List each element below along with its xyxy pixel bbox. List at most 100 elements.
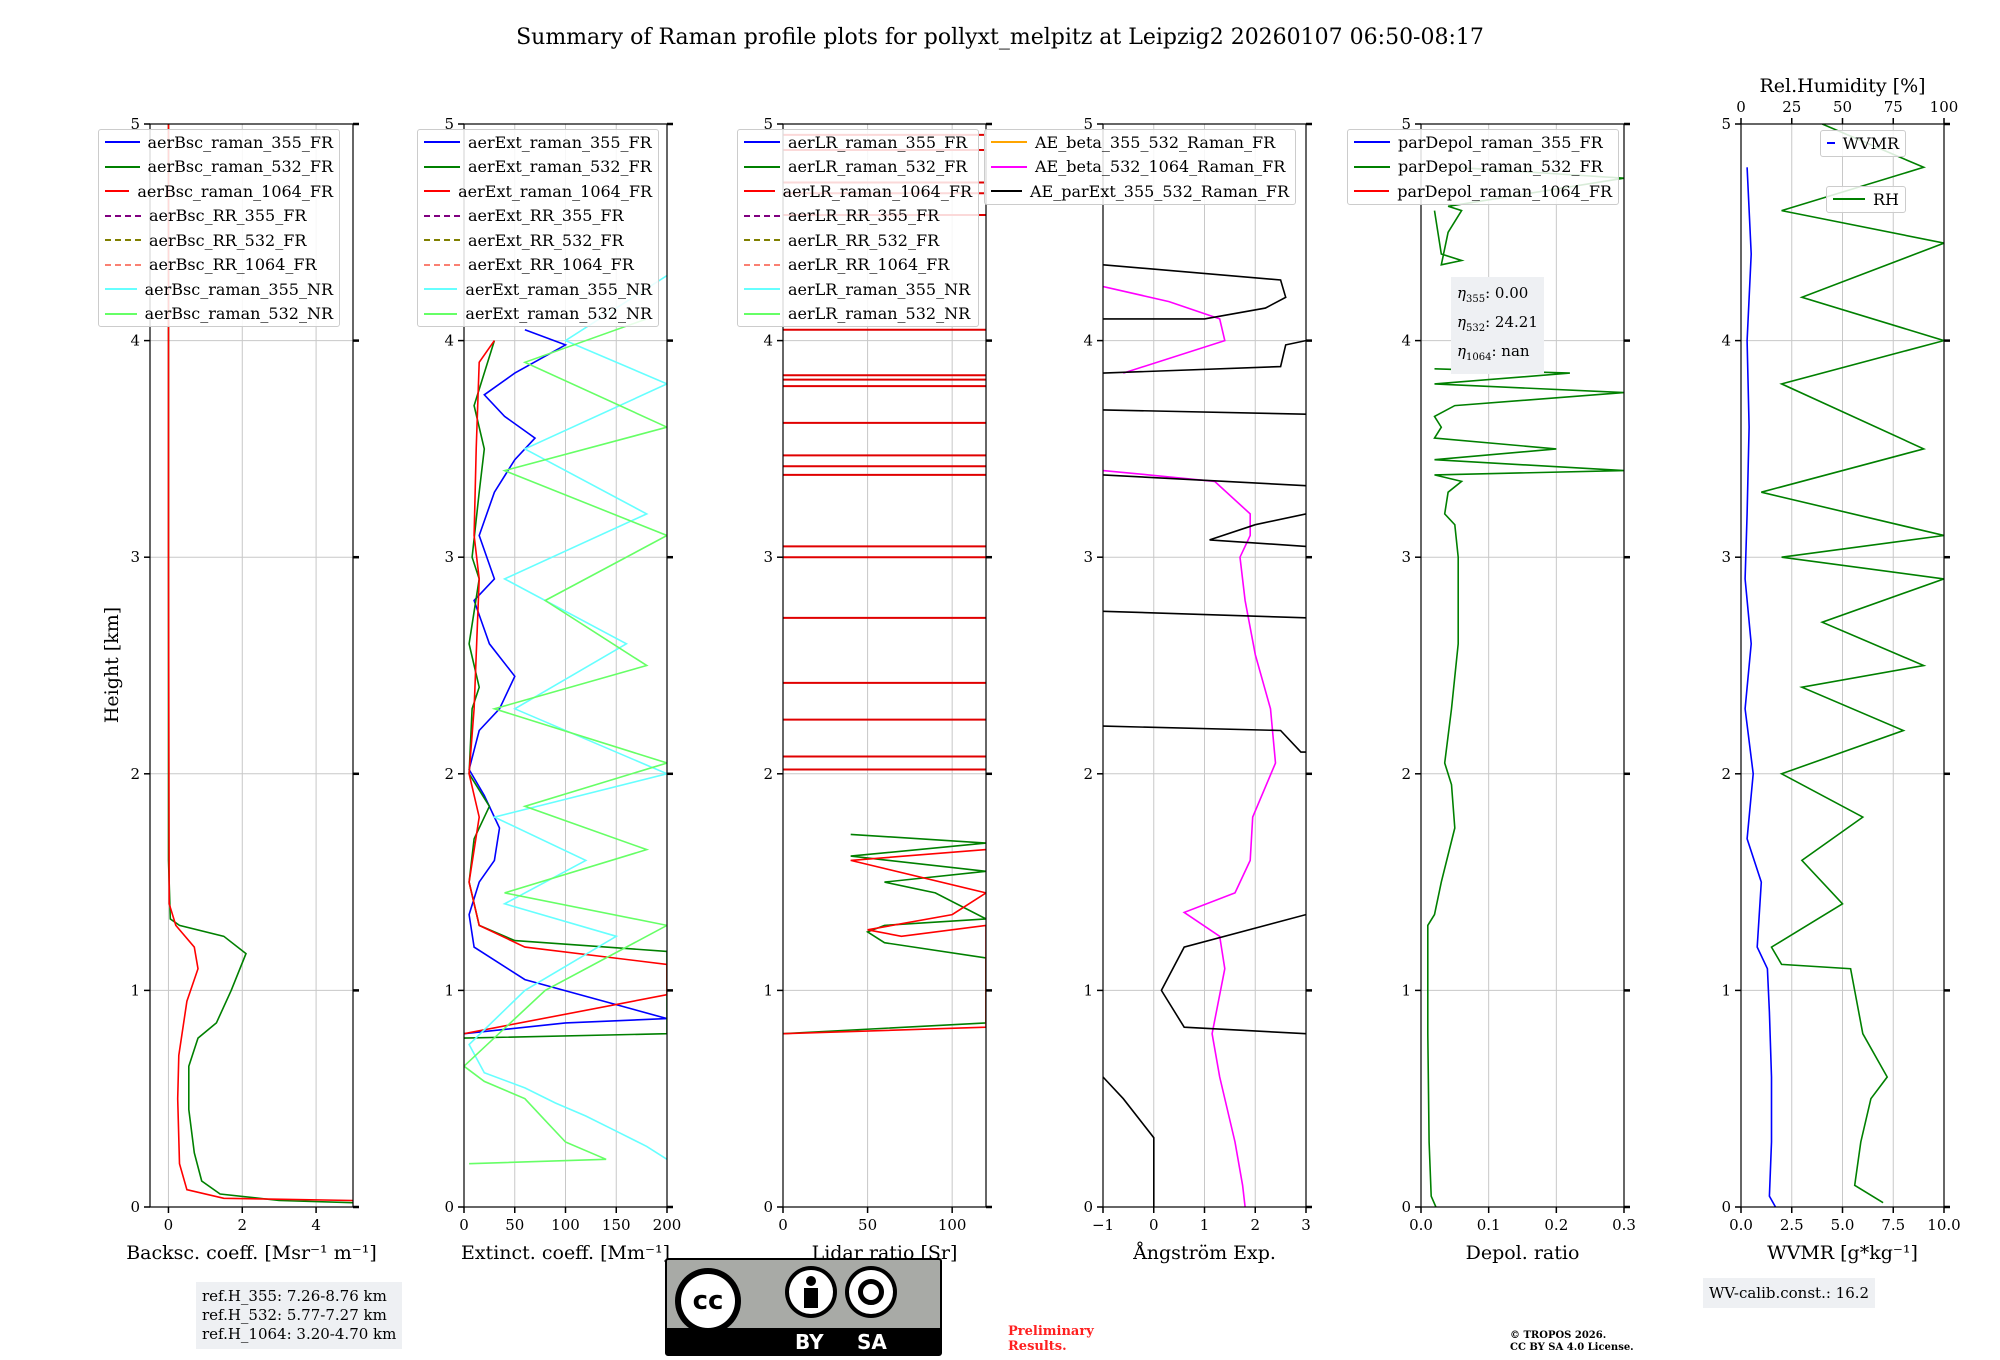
x-tick-label: 200 (653, 1216, 682, 1234)
y-tick-label: 4 (1401, 332, 1411, 350)
legend-label: aerExt_raman_532_FR (468, 157, 652, 177)
legend-swatch (424, 263, 460, 266)
x-tick-label: 0.0 (1729, 1216, 1753, 1234)
legend-swatch (744, 263, 780, 266)
series-aerext-raman-532-fr (464, 340, 667, 1039)
series-aerbsc-raman-1064-fr (167, 124, 353, 1202)
x-tick-label: 2 (1250, 1216, 1260, 1234)
legend-label: aerLR_RR_355_FR (788, 206, 940, 226)
legend-entry: aerBsc_raman_532_FR (99, 155, 339, 180)
y-tick-label: 0 (1721, 1198, 1731, 1216)
legend-entry: aerExt_RR_532_FR (418, 228, 658, 253)
legend-entry: aerExt_raman_355_FR (418, 130, 658, 155)
legend-swatch (424, 190, 451, 193)
series-wvmr (1744, 167, 1777, 1207)
x-tick-label: 150 (602, 1216, 631, 1234)
legend-swatch (424, 214, 460, 217)
legend-swatch (744, 141, 780, 144)
legend-entry: parDepol_raman_532_FR (1348, 155, 1618, 180)
legend-label: AE_parExt_355_532_Raman_FR (1030, 181, 1289, 201)
y-tick-label: 0 (763, 1198, 773, 1216)
legend-swatch (105, 141, 140, 144)
y-tick-label: 0 (444, 1198, 454, 1216)
x-tick-label: 2.5 (1780, 1216, 1804, 1234)
legend-swatch (105, 239, 141, 242)
legend-lr: aerLR_raman_355_FR aerLR_raman_532_FR aerL… (737, 129, 979, 327)
legend-swatch (1354, 141, 1390, 144)
legend-entry: aerLR_RR_355_FR (738, 204, 978, 229)
legend-swatch (105, 312, 137, 315)
cc-sa-text: SA (857, 1330, 887, 1354)
x2-tick-label: 100 (1930, 98, 1959, 116)
legend-label: AE_beta_532_1064_Raman_FR (1035, 157, 1286, 177)
x-axis-label-depol: Depol. ratio (1466, 1242, 1580, 1264)
y-tick-label: 0 (1401, 1198, 1411, 1216)
x-tick-label: 7.5 (1881, 1216, 1905, 1234)
legend-entry: aerExt_raman_532_NR (418, 302, 658, 327)
legend-label: aerBsc_RR_532_FR (149, 230, 307, 250)
panel-frame (463, 123, 668, 1208)
legend-label: aerLR_raman_355_FR (788, 132, 968, 152)
cc-badge-strip: BY SA (667, 1328, 940, 1354)
legend-label: aerBsc_RR_1064_FR (149, 255, 317, 275)
y-tick-label: 4 (130, 332, 140, 350)
legend-label: aerExt_raman_355_FR (468, 132, 652, 152)
x-tick-label: 3 (1301, 1216, 1311, 1234)
y-tick-label: 5 (1401, 115, 1411, 133)
panel-depol: 0 1 2 3 4 5 0.0 0.1 0.2 0.3 Depol. ratio (1401, 115, 1635, 1264)
eta-532: η532: 24.21 (1457, 313, 1538, 334)
y-tick-label: 5 (444, 115, 454, 133)
y-tick-label: 2 (1083, 765, 1093, 783)
x-tick-label: 0 (778, 1216, 788, 1234)
series-ae-parext-355-532-raman-fr-4 (1103, 610, 1306, 619)
legend-label: parDepol_raman_1064_FR (1397, 181, 1612, 201)
legend-wvmr: WVMR (1820, 130, 1906, 157)
x-axis-label-angstrom: Ångström Exp. (1132, 1242, 1276, 1264)
y-tick-label: 1 (130, 981, 140, 999)
legend-entry: AE_beta_355_532_Raman_FR (985, 130, 1295, 155)
legend-swatch (744, 214, 780, 217)
legend-swatch (424, 165, 460, 168)
legend-swatch (105, 263, 141, 266)
legend-swatch (1827, 142, 1835, 145)
y-tick-label: 3 (1083, 548, 1093, 566)
legend-entry: aerLR_raman_532_FR (738, 155, 978, 180)
x-tick-label: 100 (938, 1216, 967, 1234)
legend-label: aerLR_raman_1064_FR (782, 181, 972, 201)
legend-entry: aerBsc_raman_355_NR (99, 277, 339, 302)
panel-frame (782, 123, 987, 1208)
legend-label: aerBsc_raman_355_NR (144, 279, 333, 299)
legend-entry: AE_beta_532_1064_Raman_FR (985, 155, 1295, 180)
panel-frame (1420, 123, 1625, 1208)
x-tick-label: 0.1 (1477, 1216, 1501, 1234)
x-tick-label: 1 (1200, 1216, 1210, 1234)
y-tick-label: 1 (1083, 981, 1093, 999)
legend-entry: aerBsc_raman_355_FR (99, 130, 339, 155)
legend-swatch (991, 165, 1027, 168)
x-tick-label: 0.3 (1612, 1216, 1636, 1234)
legend-label: aerExt_raman_532_NR (465, 304, 652, 324)
series-aerext-raman-532-nr (464, 318, 667, 1165)
legend-swatch (991, 141, 1027, 144)
legend-label: aerExt_RR_1064_FR (468, 255, 634, 275)
y-tick-label: 2 (1401, 765, 1411, 783)
by-person-icon (785, 1266, 837, 1318)
y-tick-label: 5 (1721, 115, 1731, 133)
cc-by-sa-badge: cc BY SA (665, 1258, 942, 1356)
legend-swatch (1354, 190, 1390, 193)
y-tick-label: 0 (130, 1198, 140, 1216)
legend-label: aerLR_RR_532_FR (788, 230, 940, 250)
wv-calib-box: WV-calib.const.: 16.2 (1703, 1278, 1876, 1308)
y-axis-label: Height [km] (101, 607, 123, 723)
x2-tick-label: 25 (1782, 98, 1801, 116)
legend-label: parDepol_raman_532_FR (1398, 157, 1603, 177)
series-ae-parext-355-532-raman-fr-7 (1103, 409, 1306, 415)
x-tick-label: 100 (551, 1216, 580, 1234)
legend-label: aerLR_RR_1064_FR (788, 255, 950, 275)
y-tick-label: 3 (1721, 548, 1731, 566)
legend-label: aerBsc_RR_355_FR (149, 206, 307, 226)
preliminary-notice: Preliminary Results. (1008, 1324, 1094, 1354)
legend-entry: parDepol_raman_355_FR (1348, 130, 1618, 155)
legend-depol: parDepol_raman_355_FR parDepol_raman_532_… (1347, 129, 1619, 205)
